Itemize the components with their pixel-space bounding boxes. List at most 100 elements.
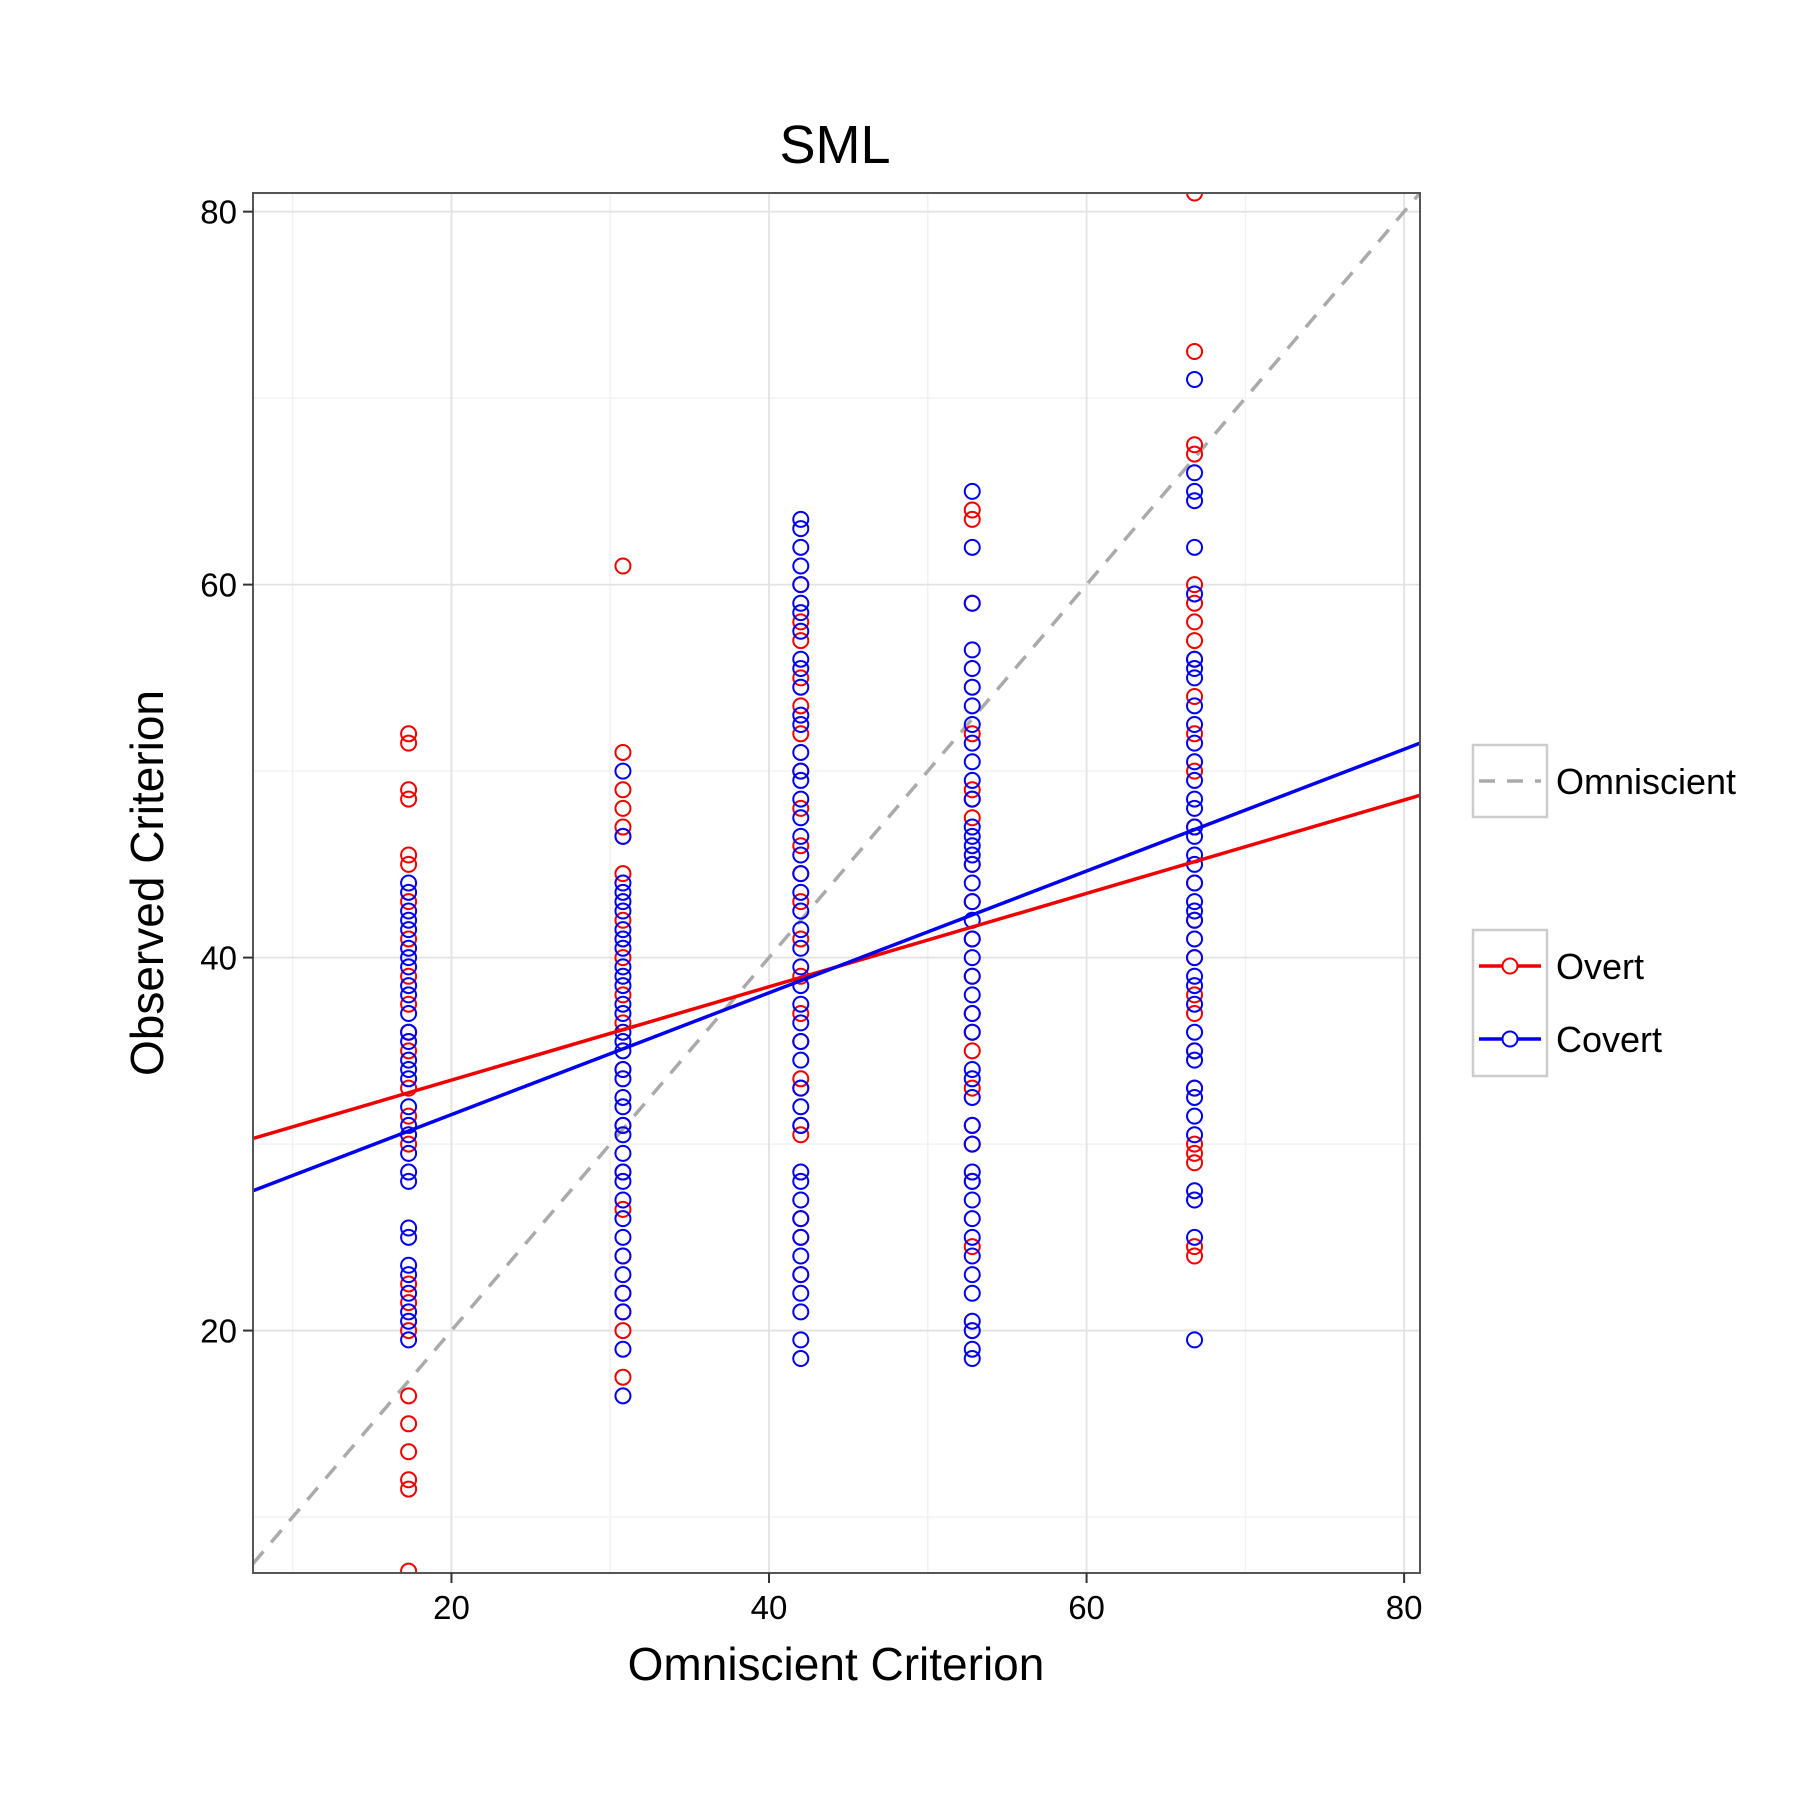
data-point-covert	[792, 576, 810, 594]
data-point-overt	[963, 1042, 981, 1060]
legend-label-overt: Overt	[1556, 946, 1644, 987]
data-point-covert	[614, 1098, 632, 1116]
data-point-covert	[792, 715, 810, 733]
data-point-overt	[1186, 613, 1204, 631]
x-axis: 20 40 60 80	[433, 1573, 1422, 1626]
data-point-covert	[963, 1322, 981, 1340]
minor-gridlines	[253, 193, 1420, 1573]
data-point-overt	[963, 725, 981, 743]
data-point-covert	[1186, 1331, 1204, 1349]
data-point-overt	[400, 1480, 418, 1498]
data-point-overt	[614, 1322, 632, 1340]
data-point-covert	[400, 1051, 418, 1069]
data-point-covert	[963, 827, 981, 845]
data-point-overt	[400, 790, 418, 808]
data-point-covert	[1186, 893, 1204, 911]
data-point-covert	[614, 958, 632, 976]
data-point-covert	[1186, 660, 1204, 678]
data-point-covert	[1186, 753, 1204, 771]
data-point-covert	[792, 1228, 810, 1246]
data-point-covert	[792, 678, 810, 696]
data-point-covert	[1186, 977, 1204, 995]
data-point-overt	[792, 799, 810, 817]
data-point-covert	[792, 762, 810, 780]
data-point-covert	[963, 1191, 981, 1209]
data-point-covert	[400, 1098, 418, 1116]
data-point-overt	[400, 1275, 418, 1293]
data-point-covert	[614, 1266, 632, 1284]
data-point-covert	[792, 604, 810, 622]
data-point-covert	[963, 846, 981, 864]
data-point-overt	[792, 837, 810, 855]
data-point-covert	[792, 743, 810, 761]
data-point-covert	[1186, 1088, 1204, 1106]
data-point-overt	[400, 1322, 418, 1340]
data-point-overt	[614, 743, 632, 761]
data-point-covert	[614, 762, 632, 780]
data-point-covert	[1186, 669, 1204, 687]
y-axis: 20 40 60 80	[200, 194, 253, 1350]
data-point-covert	[792, 1163, 810, 1181]
data-point-covert	[614, 967, 632, 985]
data-point-covert	[963, 874, 981, 892]
data-point-overt	[400, 967, 418, 985]
data-point-overt	[614, 557, 632, 575]
data-point-covert	[614, 1228, 632, 1246]
data-point-covert	[963, 678, 981, 696]
data-point-covert	[792, 1247, 810, 1265]
data-point-covert	[400, 883, 418, 901]
data-point-overt	[400, 1562, 418, 1573]
data-point-overt	[614, 911, 632, 929]
data-point-overt	[1186, 445, 1204, 463]
data-point-overt	[1186, 1247, 1204, 1265]
data-point-covert	[614, 1060, 632, 1078]
data-point-covert	[614, 902, 632, 920]
data-point-covert	[1186, 1107, 1204, 1125]
data-point-covert	[400, 977, 418, 995]
data-point-covert	[614, 1116, 632, 1134]
major-gridlines	[253, 193, 1420, 1573]
data-point-covert	[400, 1005, 418, 1023]
data-point-covert	[400, 1060, 418, 1078]
data-point-covert	[1186, 1023, 1204, 1041]
data-point-covert	[614, 1387, 632, 1405]
data-point-covert	[1186, 1079, 1204, 1097]
omniscient-reference-line	[253, 193, 1420, 1565]
legend-key-frame	[1471, 928, 1549, 1078]
data-point-overt	[963, 809, 981, 827]
data-point-covert	[792, 1303, 810, 1321]
data-point-covert	[792, 771, 810, 789]
data-point-covert	[614, 1070, 632, 1088]
data-point-covert	[614, 1191, 632, 1209]
data-point-covert	[963, 1210, 981, 1228]
data-point-overt	[1186, 1238, 1204, 1256]
data-point-covert	[792, 1266, 810, 1284]
data-point-covert	[792, 520, 810, 538]
data-point-covert	[792, 538, 810, 556]
data-point-covert	[963, 641, 981, 659]
data-point-covert	[792, 1079, 810, 1097]
data-point-covert	[400, 1163, 418, 1181]
data-point-covert	[1186, 902, 1204, 920]
data-point-covert	[1186, 967, 1204, 985]
legend-box-reference: Omniscient	[1471, 743, 1736, 819]
data-point-covert	[400, 921, 418, 939]
data-point-covert	[963, 1350, 981, 1368]
data-point-covert	[792, 1172, 810, 1190]
data-point-overt	[1186, 576, 1204, 594]
data-point-covert	[400, 1116, 418, 1134]
data-point-covert	[792, 660, 810, 678]
data-point-covert	[400, 1303, 418, 1321]
data-point-covert	[792, 809, 810, 827]
data-point-covert	[614, 883, 632, 901]
data-point-overt	[400, 1387, 418, 1405]
data-point-covert	[1186, 697, 1204, 715]
data-point-covert	[1186, 715, 1204, 733]
data-point-overt	[1186, 1135, 1204, 1153]
data-point-covert	[963, 753, 981, 771]
data-point-covert	[400, 874, 418, 892]
data-point-covert	[1186, 650, 1204, 668]
data-point-overt	[400, 1107, 418, 1125]
data-point-overt	[400, 846, 418, 864]
